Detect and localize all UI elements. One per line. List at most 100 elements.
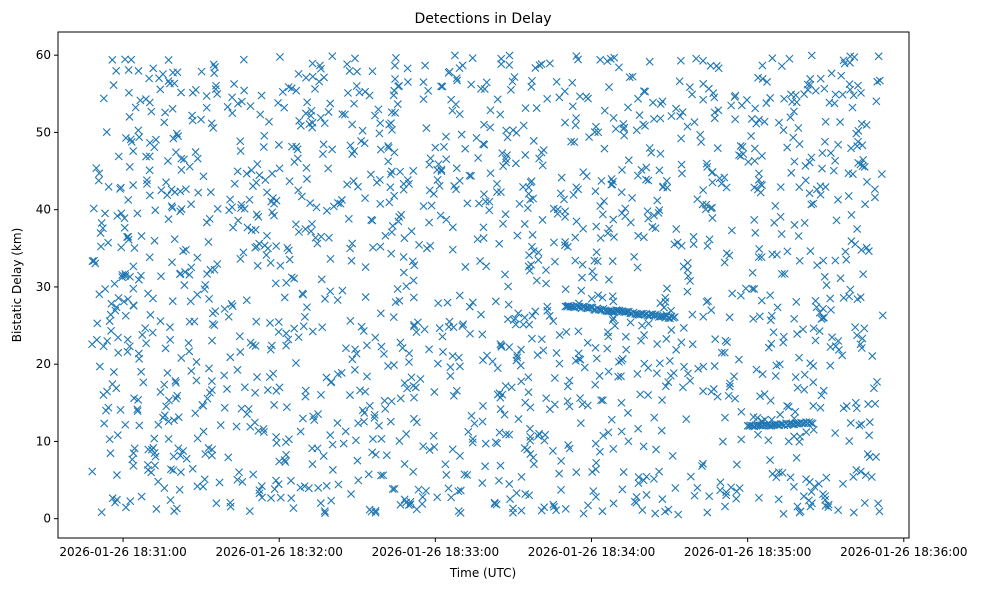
detection-marker — [282, 341, 291, 350]
detection-marker — [669, 369, 678, 378]
detection-marker — [753, 430, 762, 439]
detection-marker — [612, 306, 621, 315]
detection-marker — [145, 191, 154, 200]
detection-marker — [134, 395, 143, 404]
detection-marker — [819, 313, 828, 322]
detection-marker — [287, 494, 296, 503]
detection-marker — [210, 69, 219, 78]
detection-marker — [635, 111, 644, 120]
detection-marker — [605, 307, 614, 316]
detection-marker — [497, 341, 506, 350]
detection-marker — [114, 348, 123, 357]
detection-marker — [407, 373, 416, 382]
detection-marker — [605, 224, 614, 233]
detection-marker — [274, 480, 283, 489]
detection-marker — [618, 165, 626, 174]
detection-marker — [610, 321, 619, 330]
detection-marker — [510, 73, 519, 82]
detection-marker — [857, 420, 866, 429]
detection-marker — [620, 131, 629, 140]
detection-marker — [129, 147, 138, 156]
detection-marker — [603, 229, 612, 238]
detection-marker — [563, 397, 572, 406]
detection-marker — [628, 193, 637, 202]
detection-marker — [592, 354, 601, 363]
detection-marker — [123, 233, 132, 242]
detection-marker — [347, 256, 356, 265]
detection-marker — [193, 290, 202, 299]
detection-marker — [752, 365, 761, 374]
detection-marker — [306, 111, 315, 120]
detection-marker — [757, 296, 766, 305]
detection-marker — [360, 408, 369, 417]
detection-marker — [233, 365, 242, 374]
detection-marker — [873, 77, 882, 86]
detection-marker — [274, 327, 283, 336]
detection-marker — [467, 411, 476, 420]
detection-marker — [240, 204, 249, 213]
detection-marker — [846, 285, 855, 294]
detection-marker — [529, 136, 538, 145]
detection-marker — [708, 178, 717, 187]
detection-marker — [520, 444, 529, 452]
detection-marker — [519, 320, 528, 329]
detection-marker — [306, 199, 315, 208]
detection-marker — [478, 479, 487, 488]
detection-marker — [274, 98, 283, 107]
detection-marker — [388, 485, 397, 494]
detection-marker — [389, 91, 398, 100]
detection-marker — [637, 165, 646, 174]
detection-marker — [360, 139, 369, 148]
detection-marker — [694, 364, 703, 373]
detection-marker — [783, 401, 792, 410]
detection-marker — [203, 394, 212, 403]
detection-marker — [368, 67, 377, 76]
detection-marker — [372, 178, 381, 187]
detection-marker — [448, 445, 457, 454]
detection-marker — [511, 159, 520, 168]
detection-marker — [327, 496, 336, 505]
detection-marker — [290, 324, 299, 333]
detection-marker — [608, 257, 617, 266]
detection-marker — [334, 480, 343, 489]
detection-marker — [535, 429, 544, 438]
detection-marker — [137, 367, 146, 376]
detection-marker — [173, 391, 182, 400]
detection-marker — [794, 124, 803, 132]
detection-marker — [625, 73, 634, 82]
detection-marker — [280, 103, 289, 112]
detection-marker — [116, 183, 125, 192]
detection-marker — [162, 178, 170, 187]
detection-marker — [812, 185, 821, 194]
detection-marker — [98, 224, 107, 233]
detection-marker — [414, 485, 423, 494]
detection-marker — [774, 118, 783, 127]
detection-marker — [722, 488, 731, 497]
detection-marker — [425, 160, 434, 169]
detection-marker — [387, 119, 395, 128]
detection-marker — [752, 119, 761, 128]
detection-marker — [242, 169, 251, 178]
detection-marker — [242, 296, 251, 305]
detection-marker — [113, 431, 122, 440]
detection-marker — [374, 421, 383, 430]
detection-marker — [535, 154, 544, 163]
detection-marker — [391, 75, 400, 83]
detection-marker — [642, 490, 651, 499]
detection-marker — [395, 437, 404, 446]
detection-marker — [149, 64, 158, 73]
detection-marker — [607, 415, 616, 424]
detection-marker — [362, 372, 371, 381]
detection-marker — [164, 417, 173, 426]
detection-marker — [845, 80, 854, 89]
detection-marker — [553, 209, 562, 218]
detection-marker — [409, 414, 418, 423]
detection-marker — [129, 461, 138, 470]
detection-marker — [121, 55, 130, 64]
detection-marker — [286, 476, 295, 485]
detection-marker — [667, 325, 676, 334]
detection-marker — [624, 156, 633, 165]
detection-marker — [317, 232, 326, 241]
detection-marker — [145, 152, 154, 161]
detection-marker — [290, 158, 299, 166]
